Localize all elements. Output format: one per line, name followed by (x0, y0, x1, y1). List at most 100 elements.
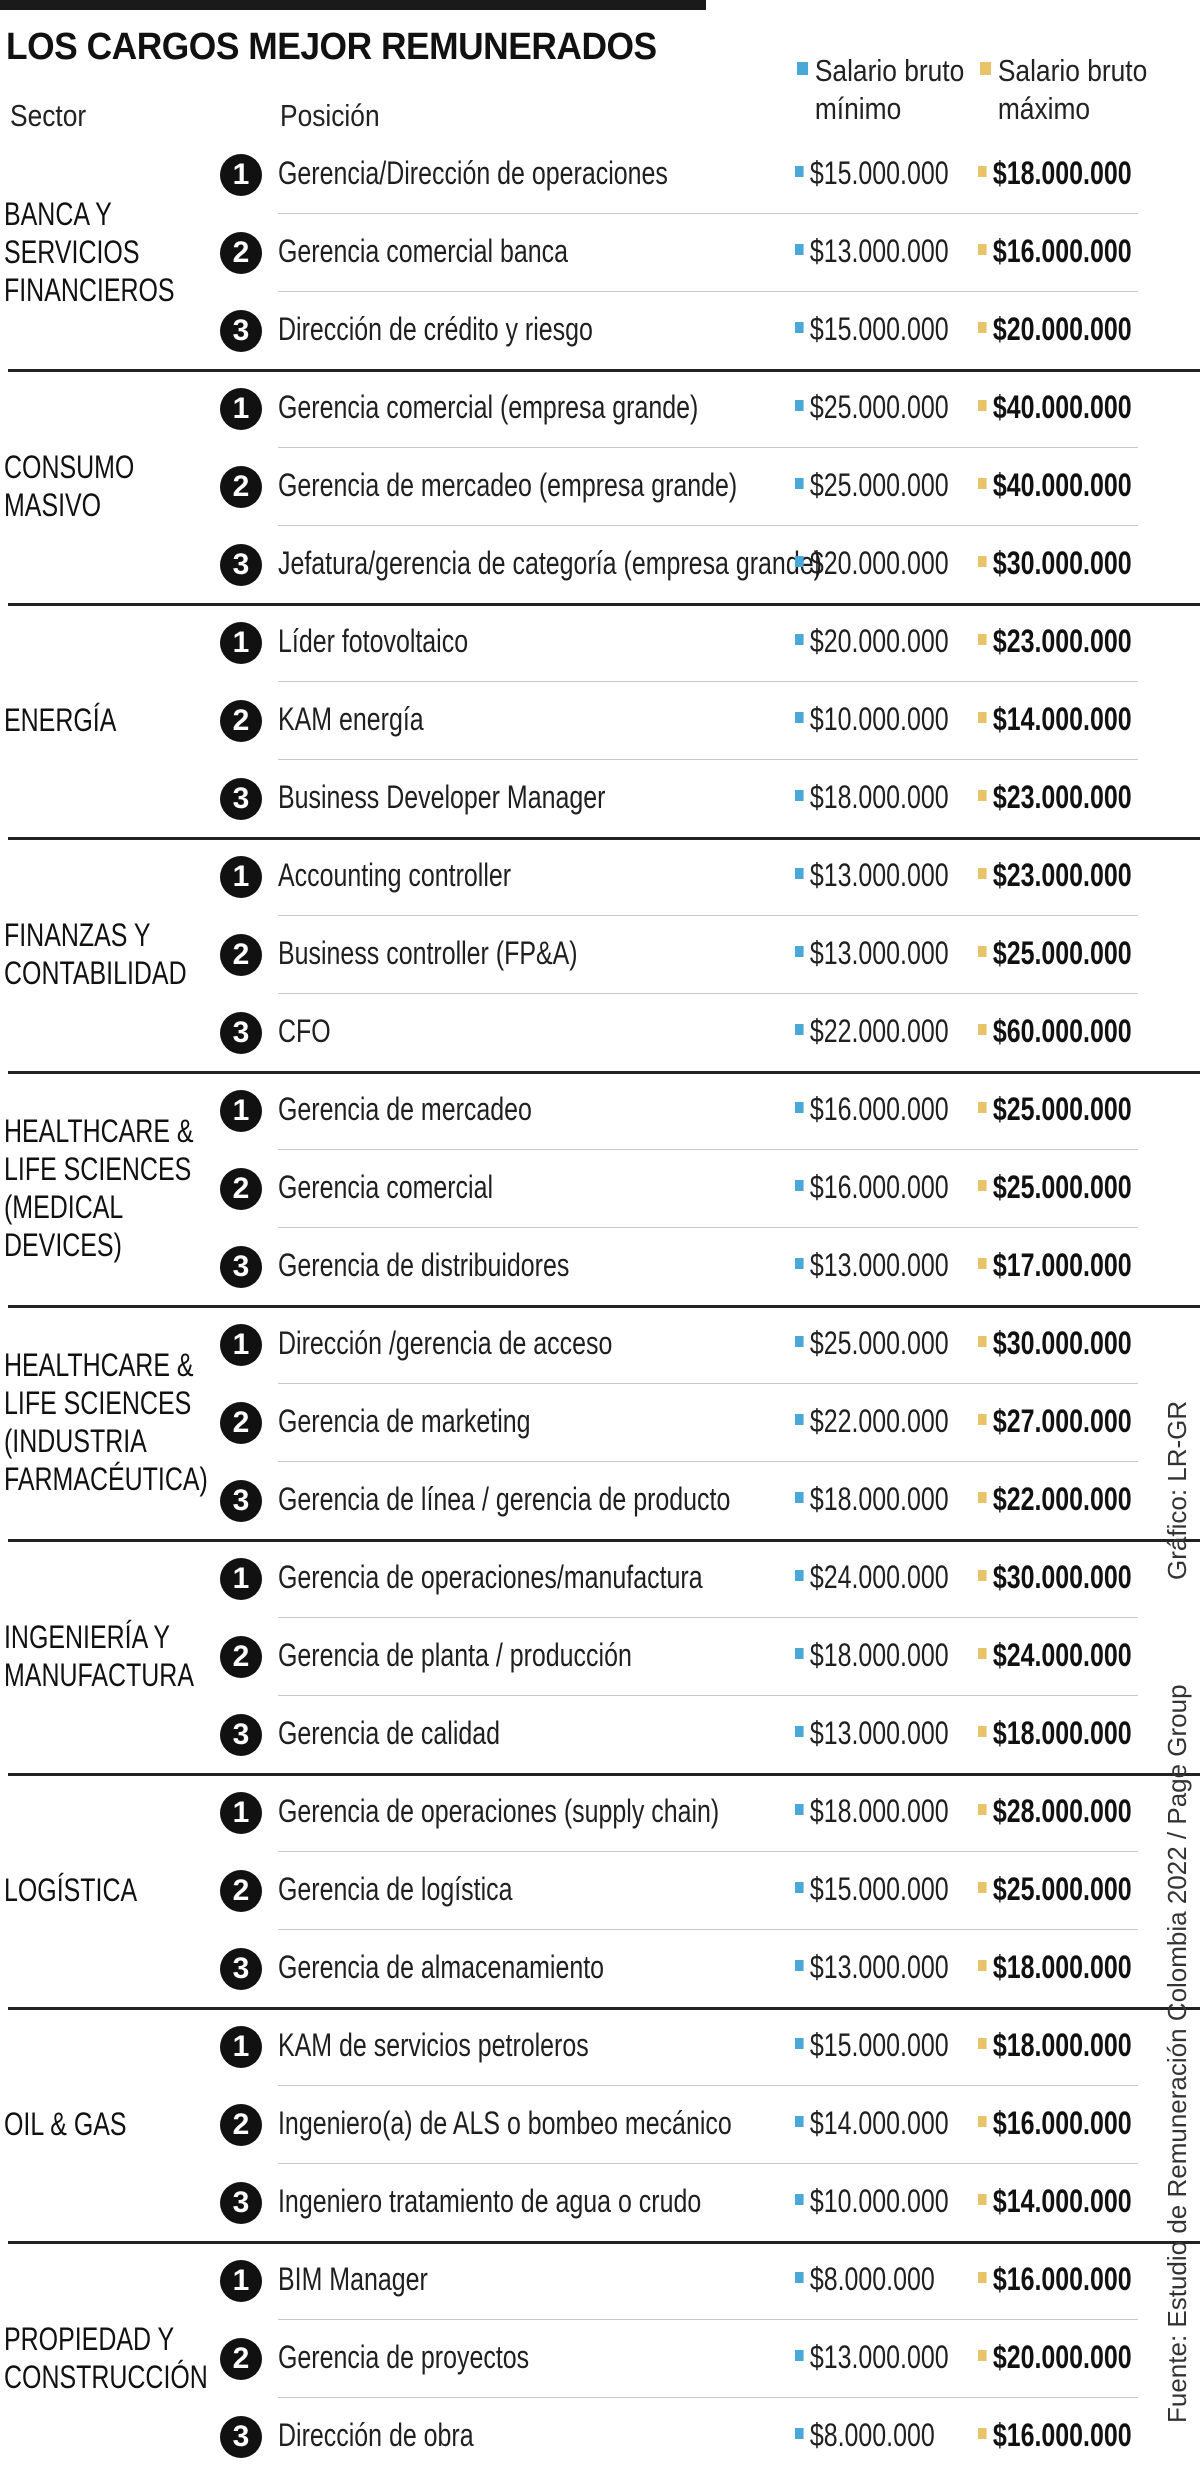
sector-name: OIL & GAS (4, 2105, 168, 2143)
sector-name-line: FINANZAS Y (4, 917, 151, 953)
max-salary-cell: $27.000.000 (978, 1403, 1132, 1440)
min-marker-icon (795, 1726, 804, 1737)
max-marker-icon (978, 1180, 987, 1191)
table-row: 2 Gerencia comercial $16.000.000 $25.000.00… (0, 1149, 1200, 1227)
max-marker-icon (978, 1102, 987, 1113)
max-salary-cell: $24.000.000 (978, 1637, 1132, 1674)
min-marker-icon (795, 166, 804, 177)
rank-badge: 2 (220, 700, 262, 742)
max-marker-icon (978, 1336, 987, 1347)
min-salary-cell: $10.000.000 (795, 701, 949, 738)
position-title: Dirección de obra (278, 2417, 474, 2453)
max-salary-value: $14.000.000 (992, 2183, 1132, 2219)
rank-badge: 1 (220, 2026, 262, 2068)
max-salary-value: $16.000.000 (992, 233, 1132, 269)
max-salary-cell: $40.000.000 (978, 389, 1132, 426)
min-marker-icon (795, 1570, 804, 1581)
position-title: Gerencia comercial banca (278, 233, 568, 269)
table-row: 2 KAM energía $10.000.000 $14.000.000 (0, 681, 1200, 759)
table-row: 3 Gerencia de almacenamiento $13.000.000 $1… (0, 1929, 1200, 2007)
max-swatch-icon (980, 62, 992, 75)
max-salary-cell: $16.000.000 (978, 2417, 1132, 2454)
row-separator (278, 2085, 1138, 2086)
max-salary-cell: $30.000.000 (978, 1559, 1132, 1596)
max-marker-icon (978, 244, 987, 255)
rank-badge: 1 (220, 2260, 262, 2302)
min-salary-cell: $22.000.000 (795, 1013, 949, 1050)
sector-divider (8, 369, 1200, 372)
rank-badge: 2 (220, 466, 262, 508)
min-salary-value: $20.000.000 (809, 623, 949, 659)
sector-name: LOGÍSTICA (4, 1871, 168, 1909)
table-row: 2 Gerencia de mercadeo (empresa grande) $2… (0, 447, 1200, 525)
min-marker-icon (795, 1336, 804, 1347)
min-salary-value: $15.000.000 (809, 1871, 949, 1907)
legend-min-line1: Salario bruto (814, 53, 965, 88)
max-salary-cell: $20.000.000 (978, 2339, 1132, 2376)
min-salary-cell: $25.000.000 (795, 467, 949, 504)
min-salary-cell: $10.000.000 (795, 2183, 949, 2220)
min-salary-value: $8.000.000 (809, 2417, 935, 2453)
min-marker-icon (795, 946, 804, 957)
row-separator (278, 2397, 1138, 2398)
rank-badge: 1 (220, 1792, 262, 1834)
row-separator (278, 213, 1138, 214)
table-row: 1 Gerencia de mercadeo $16.000.000 $25.000.… (0, 1071, 1200, 1149)
min-marker-icon (795, 400, 804, 411)
min-marker-icon (795, 1024, 804, 1035)
position-title: Líder fotovoltaico (278, 623, 469, 659)
min-salary-value: $13.000.000 (809, 233, 949, 269)
rank-badge: 3 (220, 1012, 262, 1054)
sector-name-line: MANUFACTURA (4, 1657, 194, 1693)
min-salary-value: $16.000.000 (809, 1091, 949, 1127)
max-salary-value: $18.000.000 (992, 1715, 1132, 1751)
min-salary-cell: $15.000.000 (795, 1871, 949, 1908)
max-salary-value: $23.000.000 (992, 623, 1132, 659)
position-title: Business Developer Manager (278, 779, 606, 815)
max-salary-cell: $30.000.000 (978, 545, 1132, 582)
max-salary-value: $25.000.000 (992, 935, 1132, 971)
rank-badge: 3 (220, 2416, 262, 2458)
max-marker-icon (978, 1492, 987, 1503)
sector-name: BANCA Y SERVICIOS FINANCIEROS (4, 195, 175, 309)
min-salary-value: $16.000.000 (809, 1169, 949, 1205)
max-salary-value: $40.000.000 (992, 467, 1132, 503)
min-salary-value: $25.000.000 (809, 467, 949, 503)
sector-name-line: BANCA Y (4, 196, 112, 232)
min-salary-value: $18.000.000 (809, 1793, 949, 1829)
sector-block: LOGÍSTICA 1 Gerencia de operaciones (suppl… (0, 1773, 1200, 2007)
min-salary-value: $15.000.000 (809, 311, 949, 347)
table-row: 1 Accounting controller $13.000.000 $23.000… (0, 837, 1200, 915)
table-row: 2 Gerencia de planta / producción $18.000.… (0, 1617, 1200, 1695)
rank-badge: 2 (220, 2104, 262, 2146)
rank-badge: 3 (220, 1480, 262, 1522)
min-marker-icon (795, 2428, 804, 2439)
rank-badge: 2 (220, 1870, 262, 1912)
max-marker-icon (978, 2116, 987, 2127)
min-salary-cell: $18.000.000 (795, 1637, 949, 1674)
table-row: 3 Ingeniero tratamiento de agua o crudo $1… (0, 2163, 1200, 2241)
min-salary-cell: $18.000.000 (795, 1481, 949, 1518)
sector-block: CONSUMO MASIVO 1 Gerencia comercial (empres… (0, 369, 1200, 603)
table-row: 3 Dirección de crédito y riesgo $15.000.00… (0, 291, 1200, 369)
max-marker-icon (978, 1960, 987, 1971)
max-salary-cell: $25.000.000 (978, 935, 1132, 972)
max-marker-icon (978, 1414, 987, 1425)
row-separator (278, 1227, 1138, 1228)
sector-divider (8, 1539, 1200, 1542)
max-salary-cell: $22.000.000 (978, 1481, 1132, 1518)
min-salary-value: $13.000.000 (809, 857, 949, 893)
min-salary-value: $13.000.000 (809, 1247, 949, 1283)
position-title: Gerencia/Dirección de operaciones (278, 155, 668, 191)
min-salary-cell: $13.000.000 (795, 1949, 949, 1986)
sector-column-header: Sector (10, 98, 87, 133)
position-title: Dirección de crédito y riesgo (278, 311, 593, 347)
min-salary-value: $25.000.000 (809, 389, 949, 425)
table-row: 3 Gerencia de línea / gerencia de product… (0, 1461, 1200, 1539)
max-marker-icon (978, 946, 987, 957)
min-marker-icon (795, 1102, 804, 1113)
max-salary-value: $24.000.000 (992, 1637, 1132, 1673)
sector-name: ENERGÍA (4, 701, 168, 739)
sector-name-line: CONSUMO (4, 449, 135, 485)
sector-name-line: LOGÍSTICA (4, 1872, 138, 1908)
